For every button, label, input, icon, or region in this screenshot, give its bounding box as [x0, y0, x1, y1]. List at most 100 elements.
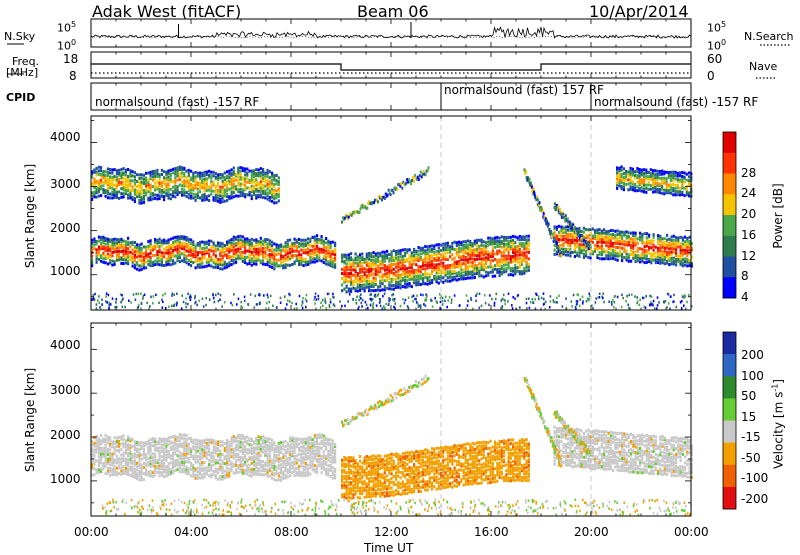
velocity-echo-cell	[107, 472, 109, 475]
power-echo-cell	[253, 172, 255, 175]
power-echo-cell	[168, 257, 170, 260]
velocity-echo-cell	[147, 461, 149, 464]
power-echo-cell	[195, 175, 197, 178]
velocity-echo-cell	[186, 466, 188, 469]
velocity-echo-cell	[165, 453, 167, 456]
power-echo-cell	[420, 270, 422, 273]
power-echo-cell	[449, 267, 451, 270]
velocity-echo-cell	[168, 437, 170, 440]
power-echo-cell	[100, 194, 102, 197]
power-noise-cell	[626, 295, 628, 298]
velocity-echo-cell	[168, 462, 170, 465]
power-echo-cell	[143, 177, 145, 180]
velocity-echo-cell	[138, 470, 140, 473]
power-noise-cell	[393, 306, 395, 309]
power-noise-cell	[491, 298, 493, 301]
power-echo-cell	[258, 172, 260, 175]
power-echo-cell	[240, 191, 242, 194]
power-echo-cell	[96, 196, 98, 199]
power-echo-cell	[170, 238, 172, 241]
power-echo-cell	[260, 180, 262, 183]
velocity-echo-cell	[116, 440, 118, 443]
power-echo-cell	[411, 266, 413, 269]
velocity-echo-cell	[152, 440, 154, 443]
power-echo-cell	[663, 192, 665, 195]
power-echo-cell	[172, 171, 174, 174]
power-echo-cell	[643, 184, 645, 187]
power-echo-cell	[445, 274, 447, 277]
power-echo-cell	[177, 188, 179, 191]
power-echo-cell	[174, 191, 176, 194]
power-echo-cell	[496, 271, 498, 274]
power-echo-cell	[255, 263, 257, 266]
power-noise-cell	[392, 298, 394, 301]
velocity-echo-cell	[215, 470, 217, 473]
power-echo-cell	[269, 245, 271, 248]
power-echo-cell	[483, 247, 485, 250]
power-noise-cell	[634, 295, 636, 298]
power-echo-cell	[512, 270, 514, 273]
power-echo-cell	[269, 261, 271, 264]
power-echo-cell	[650, 242, 652, 245]
power-echo-cell	[560, 235, 562, 238]
power-streak-cell	[388, 189, 390, 192]
power-echo-cell	[282, 245, 284, 248]
power-echo-cell	[409, 261, 411, 264]
power-echo-cell	[672, 183, 674, 186]
power-echo-cell	[271, 182, 273, 185]
power-echo-cell	[359, 275, 361, 278]
power-echo-cell	[619, 233, 621, 236]
power-echo-cell	[204, 174, 206, 177]
power-echo-cell	[675, 251, 677, 254]
power-echo-cell	[415, 278, 417, 281]
power-noise-cell	[573, 294, 575, 297]
power-echo-cell	[361, 268, 363, 271]
power-echo-cell	[379, 252, 381, 255]
power-echo-cell	[370, 259, 372, 262]
power-echo-cell	[431, 266, 433, 269]
power-echo-cell	[98, 184, 100, 187]
velocity-echo-cell	[147, 440, 149, 443]
power-echo-cell	[581, 243, 583, 246]
power-echo-cell	[655, 256, 657, 259]
power-echo-cell	[98, 246, 100, 249]
power-echo-cell	[505, 267, 507, 270]
power-echo-cell	[222, 192, 224, 195]
power-echo-cell	[316, 241, 318, 244]
power-echo-cell	[652, 169, 654, 172]
power-echo-cell	[134, 197, 136, 200]
velocity-echo-cell	[226, 455, 228, 458]
power-echo-cell	[366, 274, 368, 277]
power-echo-cell	[231, 249, 233, 252]
power-echo-cell	[438, 266, 440, 269]
velocity-echo-cell	[159, 453, 161, 456]
power-noise-cell	[439, 293, 441, 296]
power-noise-cell	[586, 300, 588, 303]
power-echo-cell	[636, 189, 638, 192]
velocity-echo-cell	[217, 443, 219, 446]
power-streak-cell	[548, 223, 550, 226]
power-echo-cell	[226, 199, 228, 202]
power-echo-cell	[610, 242, 612, 245]
power-echo-cell	[177, 245, 179, 248]
power-noise-cell	[130, 301, 132, 304]
power-echo-cell	[100, 173, 102, 176]
power-echo-cell	[523, 245, 525, 248]
power-noise-cell	[116, 298, 118, 301]
power-echo-cell	[181, 175, 183, 178]
power-echo-cell	[472, 252, 474, 255]
power-echo-cell	[298, 250, 300, 253]
power-echo-cell	[617, 229, 619, 232]
power-noise-cell	[676, 306, 678, 309]
power-echo-cell	[663, 171, 665, 174]
velocity-echo-cell	[186, 441, 188, 444]
power-echo-cell	[449, 251, 451, 254]
power-noise-cell	[369, 294, 371, 297]
power-echo-cell	[183, 260, 185, 263]
power-echo-cell	[201, 266, 203, 269]
velocity-echo-cell	[116, 458, 118, 461]
power-echo-cell	[161, 239, 163, 242]
power-echo-cell	[102, 191, 104, 194]
power-noise-cell	[195, 301, 197, 304]
power-echo-cell	[206, 189, 208, 192]
